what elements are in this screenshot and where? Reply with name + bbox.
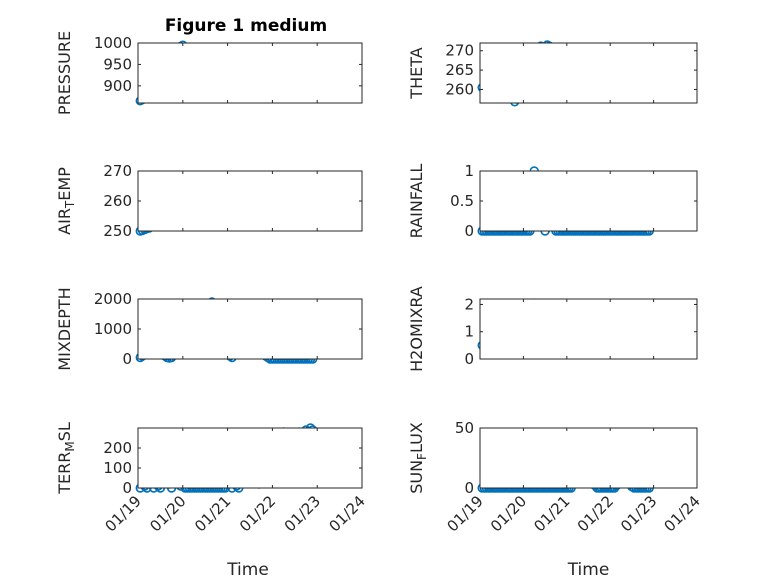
figure-title: Figure 1 medium <box>165 16 327 36</box>
y-tick-label: 0 <box>464 479 474 497</box>
y-tick-label: 270 <box>445 42 474 60</box>
x-tick-label: 01/21 <box>530 492 573 535</box>
axes-box <box>137 42 363 104</box>
x-tick-label: 01/24 <box>326 492 369 535</box>
y-tick-label: 950 <box>103 55 132 73</box>
x-tick-label: 01/20 <box>487 492 530 535</box>
subplot-6: 0 1 2 H2OMIXRA <box>407 286 698 372</box>
y-tick-label: 1000 <box>94 320 132 338</box>
subplot-1: 900 950 1000 PRESSURE <box>55 31 363 115</box>
y-tick-label: 0 <box>122 350 132 368</box>
x-tick-label: 01/22 <box>574 492 617 535</box>
y-axis-label: RAINFALL <box>407 164 426 239</box>
y-axis-label: THETA <box>407 47 426 99</box>
subplot-7: 0 100 200 01/19 01/20 01/21 01/22 01/23 01/24 TER… <box>55 422 369 580</box>
axes-box <box>479 427 698 489</box>
subplot-5: 0 1000 2000 MIXDEPTH <box>55 287 363 371</box>
x-tick-label: 01/20 <box>146 492 189 535</box>
y-axis-label: AIRTEMP <box>55 167 77 235</box>
axes-box <box>479 298 698 360</box>
y-tick-label: 1000 <box>94 34 132 52</box>
x-tick-label: 01/24 <box>661 492 704 535</box>
y-tick-label: 260 <box>445 80 474 98</box>
y-axis-label: H2OMIXRA <box>407 286 426 372</box>
axes-box <box>137 427 363 489</box>
x-tick-label: 01/19 <box>102 492 145 535</box>
x-tick-label: 01/23 <box>281 492 324 535</box>
x-tick-label: 01/22 <box>236 492 279 535</box>
axes-box <box>137 170 363 232</box>
axes-box <box>137 298 363 360</box>
axes-box <box>479 42 698 104</box>
y-axis-label: MIXDEPTH <box>55 287 74 370</box>
x-tick-label: 01/23 <box>617 492 660 535</box>
y-tick-label: 250 <box>103 222 132 240</box>
y-tick-label: 900 <box>103 77 132 95</box>
y-tick-label: 1 <box>464 162 474 180</box>
y-tick-label: 100 <box>103 459 132 477</box>
y-tick-label: 50 <box>455 419 474 437</box>
x-tick-label: 01/21 <box>191 492 234 535</box>
subplot-8: 0 50 01/19 01/20 01/21 01/22 01/23 01/24 SUNFLUX… <box>407 419 704 580</box>
x-axis-label: Time <box>226 560 269 580</box>
y-tick-label: 270 <box>103 162 132 180</box>
subplot-4: 0 0.5 1 RAINFALL <box>407 162 698 240</box>
y-axis-label: SUNFLUX <box>407 422 429 494</box>
y-tick-label: 2 <box>464 295 474 313</box>
x-tick-label: 01/19 <box>444 492 487 535</box>
x-axis-label: Time <box>567 560 610 580</box>
y-tick-label: 200 <box>103 439 132 457</box>
y-tick-label: 0.5 <box>450 192 474 210</box>
y-axis-label: PRESSURE <box>55 31 74 115</box>
y-axis-label: TERRMSL <box>55 422 77 495</box>
y-tick-label: 260 <box>103 192 132 210</box>
y-tick-label: 0 <box>122 479 132 497</box>
axes-box <box>479 170 698 232</box>
y-tick-label: 0 <box>464 222 474 240</box>
y-tick-label: 2000 <box>94 290 132 308</box>
subplot-3: 250 260 270 AIRTEMP <box>55 162 363 240</box>
y-tick-label: 0 <box>464 350 474 368</box>
y-tick-label: 265 <box>445 61 474 79</box>
y-tick-label: 1 <box>464 323 474 341</box>
